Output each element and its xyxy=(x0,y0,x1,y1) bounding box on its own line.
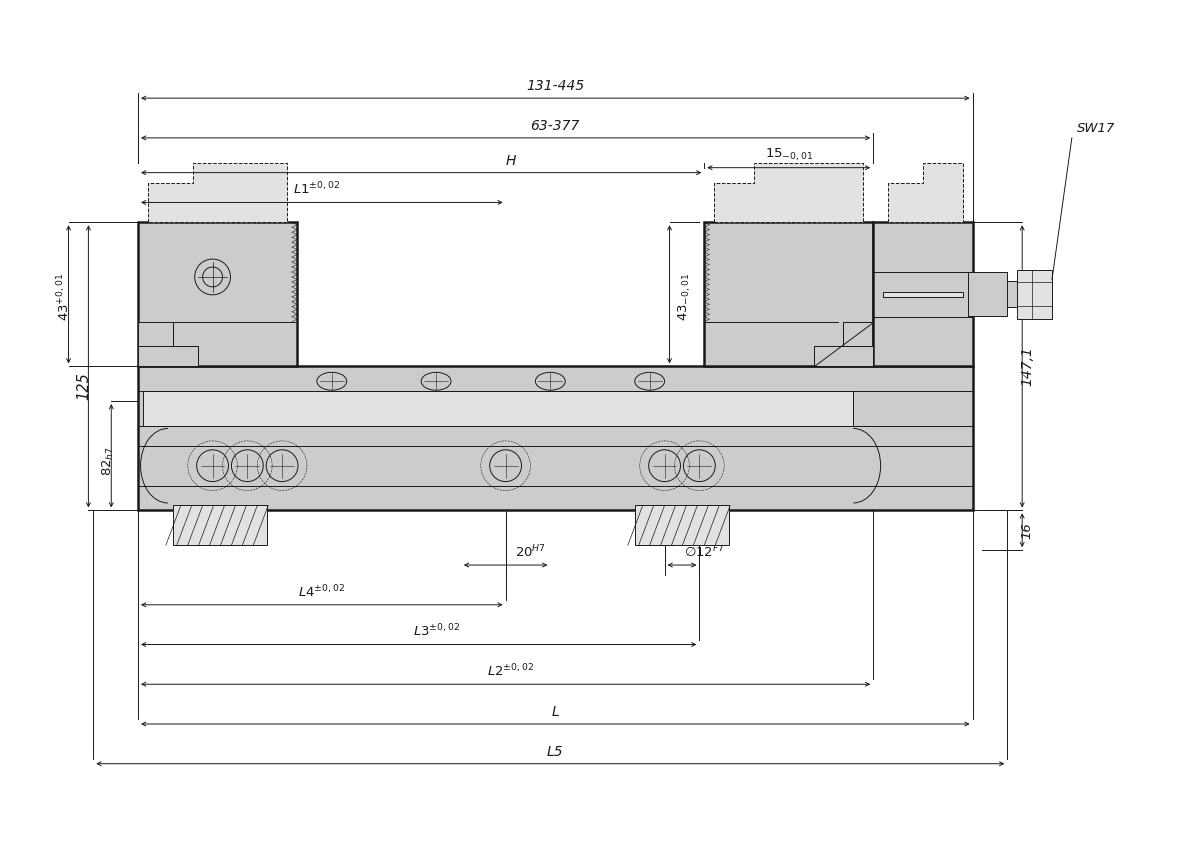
Polygon shape xyxy=(967,272,1007,316)
Text: 131-445: 131-445 xyxy=(526,79,584,93)
Text: 16: 16 xyxy=(1021,522,1033,538)
Text: 147,1: 147,1 xyxy=(1020,346,1034,386)
Polygon shape xyxy=(888,162,962,222)
Polygon shape xyxy=(138,321,198,367)
Text: $20^{H7}$: $20^{H7}$ xyxy=(515,543,546,560)
Text: 125: 125 xyxy=(76,373,91,400)
Polygon shape xyxy=(972,282,1018,307)
Polygon shape xyxy=(874,222,972,367)
Text: $L1^{\pm0,02}$: $L1^{\pm0,02}$ xyxy=(293,181,341,198)
Polygon shape xyxy=(148,162,287,222)
Text: $L3^{\pm0,02}$: $L3^{\pm0,02}$ xyxy=(413,623,460,639)
Polygon shape xyxy=(1018,269,1052,320)
Polygon shape xyxy=(143,391,853,426)
Text: H: H xyxy=(505,154,516,167)
Text: $82_{h7}$: $82_{h7}$ xyxy=(101,446,116,476)
Text: SW17: SW17 xyxy=(1076,122,1115,135)
Polygon shape xyxy=(635,505,730,545)
Polygon shape xyxy=(714,162,863,222)
Polygon shape xyxy=(138,367,972,510)
Text: 63-377: 63-377 xyxy=(530,119,580,133)
Text: $15_{-0,01}$: $15_{-0,01}$ xyxy=(764,146,812,162)
Polygon shape xyxy=(704,222,874,367)
Text: $\varnothing12^{F7}$: $\varnothing12^{F7}$ xyxy=(684,543,725,560)
Text: $43^{+0,01}$: $43^{+0,01}$ xyxy=(55,272,72,321)
Text: L: L xyxy=(552,705,559,719)
Polygon shape xyxy=(883,292,962,297)
Polygon shape xyxy=(138,222,298,367)
Text: L5: L5 xyxy=(547,745,564,759)
Text: $L2^{\pm0,02}$: $L2^{\pm0,02}$ xyxy=(487,663,534,680)
Polygon shape xyxy=(814,321,874,367)
Text: $43_{-0,01}$: $43_{-0,01}$ xyxy=(677,272,692,321)
Polygon shape xyxy=(173,505,268,545)
Text: $L4^{\pm0,02}$: $L4^{\pm0,02}$ xyxy=(299,583,346,600)
